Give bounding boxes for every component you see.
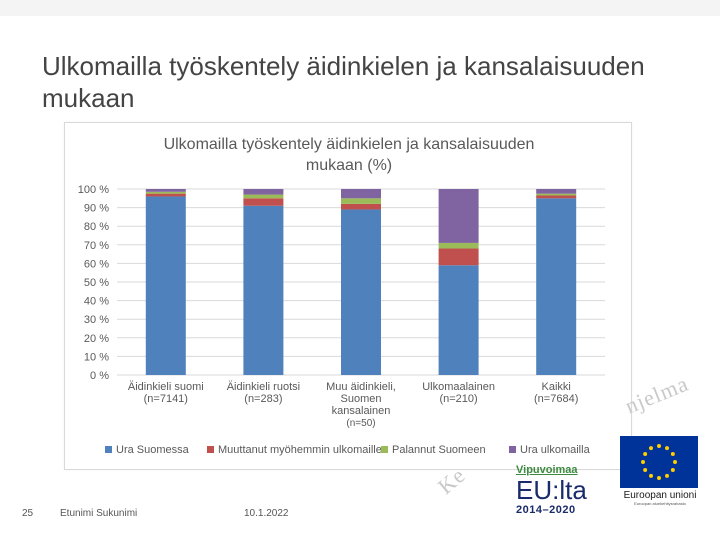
bars (145, 189, 577, 375)
x-category-label: Ulkomaalainen (422, 381, 495, 393)
eu-star-icon (665, 473, 669, 478)
y-tick-label: 60 % (84, 258, 109, 270)
vipuvoimaa-logo: Vipuvoimaa EU:lta 2014–2020 (516, 464, 606, 522)
footer-author: Etunimi Sukunimi (60, 508, 138, 519)
legend-label: Ura ulkomailla (520, 444, 591, 456)
x-category-label: Muu äidinkieli, (326, 381, 396, 393)
y-tick-label: 20 % (84, 333, 109, 345)
y-tick-label: 40 % (84, 296, 109, 308)
bar-segment (243, 194, 284, 199)
x-category-label: (n=210) (439, 393, 477, 405)
eu-star-icon (673, 460, 677, 464)
bar-segment (243, 205, 284, 375)
bar-segment (243, 189, 284, 195)
bar-segment (438, 265, 479, 375)
legend-swatch (105, 446, 112, 453)
eu-name: Euroopan unioni (623, 490, 697, 501)
y-tick-label: 30 % (84, 314, 109, 326)
eu-star-icon (657, 476, 661, 480)
legend-swatch (509, 446, 516, 453)
y-tick-label: 0 % (90, 370, 109, 382)
x-category-label: Kaikki (542, 381, 571, 393)
bar-segment (536, 189, 577, 194)
bar-segment (341, 209, 381, 375)
legend-label: Muuttanut myöhemmin ulkomaille (218, 444, 382, 456)
x-category-label: Äidinkieli suomi (128, 381, 204, 393)
slide-title-line2: mukaan (42, 83, 135, 113)
eu-star-icon (670, 468, 675, 472)
x-category-label: (n=7684) (534, 393, 578, 405)
chart-frame: Ulkomailla työskentely äidinkielen ja ka… (64, 122, 632, 470)
y-tick-label: 80 % (84, 221, 109, 233)
eu-fund: Euroopan aluekehitysrahasto (634, 501, 686, 506)
legend: Ura Suomessa Muuttanut myöhemmin ulkomail… (105, 444, 591, 456)
bar-segment (438, 189, 479, 243)
x-category-label: Äidinkieli ruotsi (227, 381, 300, 393)
y-tick-label: 10 % (84, 351, 109, 363)
bar-segment (145, 191, 186, 194)
vipuvoimaa-title: Vipuvoimaa (516, 464, 578, 476)
footer-date: 10.1.2022 (244, 508, 289, 519)
bar-segment (145, 189, 186, 192)
eu-star-icon (649, 473, 653, 478)
y-tick-label: 50 % (84, 277, 109, 289)
y-tick-label: 90 % (84, 203, 109, 215)
legend-label: Palannut Suomeen (392, 444, 486, 456)
y-tick-label: 100 % (78, 184, 109, 196)
vipuvoimaa-eu: EU:lta (516, 475, 587, 505)
eu-star-icon (665, 446, 669, 451)
y-axis-tick-labels: 0 % 10 % 20 % 30 % 40 % 50 % 60 % 70 % 80 % 90 % 1… (78, 184, 109, 382)
eu-logo: Euroopan unioni Euroopan aluekehitysraha… (614, 436, 706, 536)
legend-swatch (207, 446, 214, 453)
slide-title-line1: Ulkomailla työskentely äidinkielen ja ka… (42, 51, 645, 81)
x-axis-category-labels: Äidinkieli suomi(n=7141) Äidinkieli ruots… (128, 381, 578, 429)
vipuvoimaa-years: 2014–2020 (516, 504, 576, 516)
eu-star-icon (649, 446, 653, 451)
legend-label: Ura Suomessa (116, 444, 190, 456)
bar-segment (438, 242, 479, 249)
bar-segment (536, 198, 577, 375)
eu-star-icon (643, 468, 648, 472)
chart-title-line2: mukaan (%) (306, 157, 392, 174)
eu-star-icon (670, 452, 675, 456)
eu-flag-icon (620, 436, 698, 488)
bar-segment (341, 198, 381, 204)
bar-segment (341, 203, 381, 210)
bar-segment (536, 195, 577, 199)
x-category-label: (n=7141) (144, 393, 188, 405)
legend-swatch (381, 446, 388, 453)
bar-segment (536, 193, 577, 196)
x-category-label: (n=283) (244, 393, 282, 405)
eu-star-icon (657, 444, 661, 448)
slide-title: Ulkomailla työskentely äidinkielen ja ka… (42, 50, 712, 114)
stacked-bar-chart: Ulkomailla työskentely äidinkielen ja ka… (78, 136, 605, 456)
eu-star-icon (643, 452, 648, 456)
x-category-label: (n=50) (346, 418, 375, 429)
page-number: 25 (22, 508, 34, 519)
bar-segment (145, 193, 186, 197)
bar-segment (341, 189, 381, 199)
x-category-label: kansalainen (332, 405, 391, 417)
x-category-label: Suomen (341, 393, 382, 405)
bar-segment (243, 198, 284, 206)
top-bar (0, 0, 720, 16)
bar-segment (145, 196, 186, 375)
y-tick-label: 70 % (84, 240, 109, 252)
bar-segment (438, 248, 479, 266)
chart-title-line1: Ulkomailla työskentely äidinkielen ja ka… (164, 136, 535, 153)
eu-star-icon (641, 460, 645, 464)
